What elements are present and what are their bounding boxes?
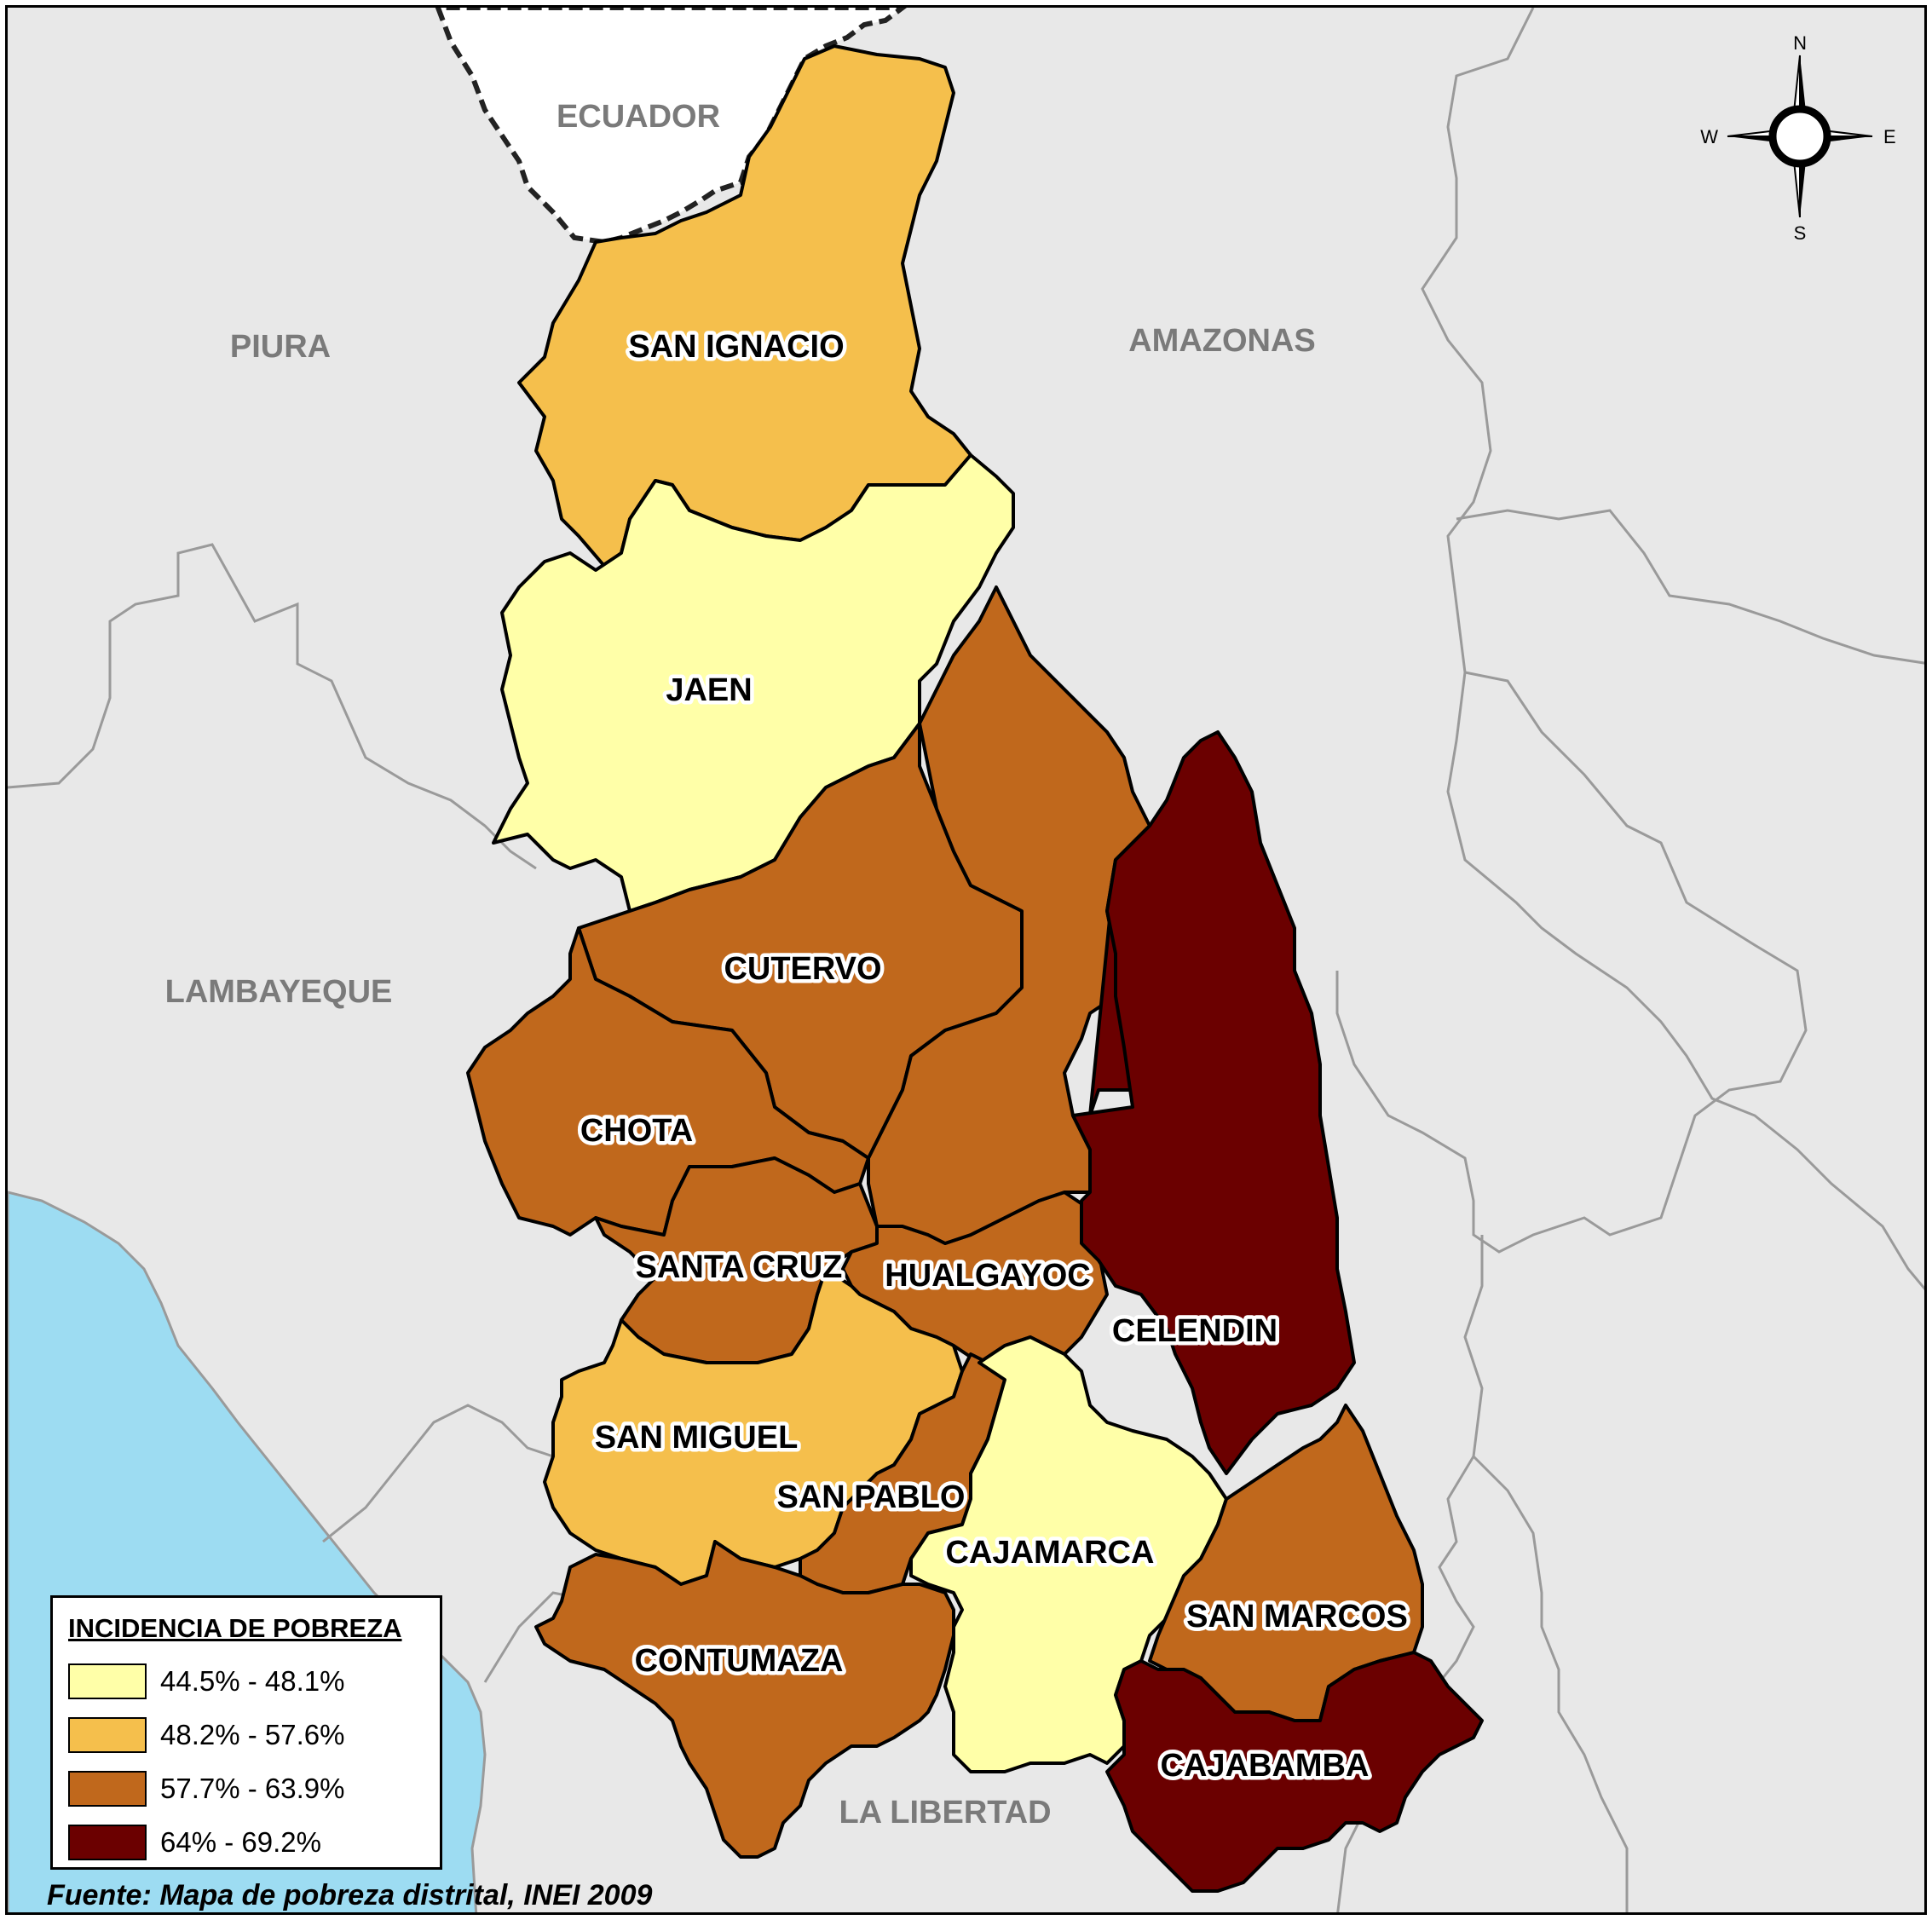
label-contumaza: CONTUMAZA: [635, 1643, 844, 1679]
legend-item: 57.7% - 63.9%: [68, 1770, 344, 1808]
legend-item: 48.2% - 57.6%: [68, 1716, 344, 1754]
label-san-miguel: SAN MIGUEL: [595, 1420, 799, 1456]
label-jaen: JAEN: [666, 672, 752, 708]
label-san-pablo: SAN PABLO: [777, 1479, 966, 1515]
provinces: [466, 44, 1484, 1893]
compass-n: N: [1793, 32, 1807, 54]
legend-label: 48.2% - 57.6%: [160, 1719, 345, 1750]
legend-swatch: [68, 1825, 147, 1860]
label-cutervo: CUTERVO: [724, 951, 881, 987]
label-cajabamba: CAJABAMBA: [1161, 1748, 1370, 1784]
map-canvas: ECUADOR PIURA AMAZONAS LAMBAYEQUE LA LIB…: [8, 8, 1924, 1912]
neighbor-boundaries: [8, 8, 1924, 1912]
legend-swatch: [68, 1663, 147, 1699]
legend-label: 57.7% - 63.9%: [160, 1773, 345, 1804]
legend-swatch: [68, 1771, 147, 1807]
label-amazonas: AMAZONAS: [1128, 323, 1316, 359]
province-contumaza[interactable]: [534, 1540, 955, 1859]
label-hualgayoc: HUALGAYOC: [885, 1258, 1090, 1294]
label-piura: PIURA: [230, 329, 331, 365]
label-chota: CHOTA: [580, 1113, 693, 1149]
compass-rose-icon: N S E W: [1700, 32, 1895, 244]
compass-e: E: [1883, 126, 1896, 147]
label-santa-cruz: SANTA CRUZ: [636, 1249, 843, 1285]
legend-swatch: [68, 1717, 147, 1753]
legend-item: 44.5% - 48.1%: [68, 1663, 344, 1700]
legend-title: INCIDENCIA DE POBREZA: [68, 1613, 402, 1643]
map-frame: ECUADOR PIURA AMAZONAS LAMBAYEQUE LA LIB…: [5, 5, 1927, 1915]
ecuador-region: [435, 8, 907, 245]
label-ecuador: ECUADOR: [557, 99, 720, 135]
province-celendin-main[interactable]: [1071, 730, 1356, 1475]
label-celendin: CELENDIN: [1112, 1313, 1277, 1349]
legend-label: 64% - 69.2%: [160, 1826, 321, 1858]
legend-item: 64% - 69.2%: [68, 1824, 321, 1861]
label-cajamarca: CAJAMARCA: [946, 1535, 1155, 1571]
legend-label: 44.5% - 48.1%: [160, 1665, 345, 1697]
label-la-libertad: LA LIBERTAD: [839, 1795, 1051, 1831]
label-san-ignacio: SAN IGNACIO: [628, 329, 844, 365]
label-lambayeque: LAMBAYEQUE: [165, 974, 393, 1010]
source-note: Fuente: Mapa de pobreza distrital, INEI …: [47, 1879, 653, 1911]
province-cajabamba[interactable]: [1105, 1651, 1484, 1893]
compass-s: S: [1794, 222, 1807, 244]
legend: INCIDENCIA DE POBREZA 44.5% - 48.1% 48.2…: [50, 1595, 442, 1870]
compass-w: W: [1700, 126, 1718, 147]
label-san-marcos: SAN MARCOS: [1186, 1599, 1408, 1635]
